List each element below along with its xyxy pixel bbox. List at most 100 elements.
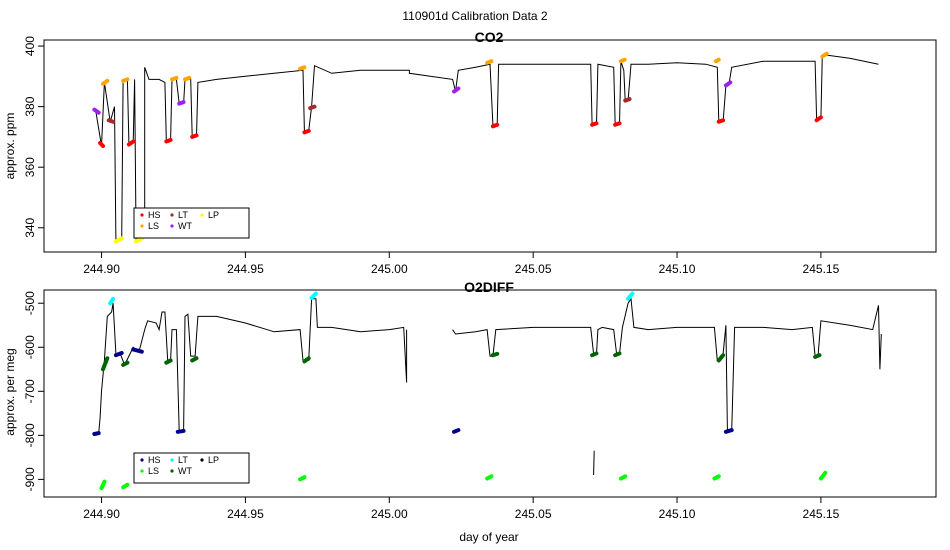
o2diff-legend-label: LP bbox=[208, 455, 219, 465]
co2-cal-lp-mark bbox=[113, 236, 124, 244]
co2-y-tick-label: 360 bbox=[23, 157, 37, 177]
o2diff-cal-hs-mark bbox=[723, 428, 734, 434]
o2diff-cal-hs-mark bbox=[131, 347, 144, 354]
co2-legend-swatch bbox=[200, 213, 204, 217]
co2-y-tick-label: 340 bbox=[23, 217, 37, 237]
co2-cal-lt-mark bbox=[623, 97, 632, 103]
o2diff-cal-ls-mark bbox=[712, 474, 721, 481]
o2diff-cal-hs-mark bbox=[452, 428, 461, 434]
o2diff-legend-swatch bbox=[170, 458, 174, 462]
o2diff-cal-wt-mark bbox=[590, 351, 599, 358]
o2diff-series-line bbox=[593, 450, 595, 476]
co2-cal-hs-mark bbox=[490, 122, 500, 129]
co2-cal-hs-mark bbox=[126, 139, 136, 147]
co2-legend-swatch bbox=[140, 224, 144, 228]
o2diff-panel: O2DIFF approx. per meg -500 -600 -700 -800 -… bbox=[3, 279, 937, 521]
co2-cal-hs-mark bbox=[613, 121, 622, 127]
o2diff-y-tick-label: -800 bbox=[23, 423, 37, 447]
o2diff-cal-ls-mark bbox=[818, 470, 828, 481]
o2diff-series-line bbox=[452, 297, 882, 432]
co2-x-tick-label: 244.90 bbox=[83, 262, 120, 276]
o2diff-cal-ls-mark bbox=[298, 475, 307, 482]
co2-cal-ls-mark bbox=[121, 77, 130, 83]
o2diff-legend-label: LT bbox=[178, 455, 188, 465]
co2-cal-ls-mark bbox=[618, 57, 627, 64]
co2-cal-lt-mark bbox=[308, 104, 317, 111]
o2diff-panel-title: O2DIFF bbox=[464, 279, 514, 295]
o2diff-x-tick-label: 245.10 bbox=[659, 507, 696, 521]
o2diff-y-tick-label: -700 bbox=[23, 379, 37, 403]
co2-x-tick-label: 244.95 bbox=[227, 262, 264, 276]
co2-cal-lt-mark bbox=[106, 118, 116, 124]
o2diff-plot-frame bbox=[43, 289, 937, 498]
o2diff-cal-wt-mark bbox=[121, 360, 130, 367]
co2-legend-label: LT bbox=[178, 210, 188, 220]
co2-plot-frame bbox=[43, 39, 937, 253]
co2-cal-hs-mark bbox=[716, 118, 726, 124]
o2diff-y-tick-label: -900 bbox=[23, 467, 37, 491]
co2-cal-ls-mark bbox=[820, 51, 829, 59]
o2diff-cal-wt-mark bbox=[813, 353, 822, 359]
co2-x-tick-label: 245.15 bbox=[803, 262, 840, 276]
o2diff-cal-wt-mark bbox=[100, 356, 110, 372]
co2-legend-swatch bbox=[170, 224, 174, 228]
co2-legend-label: LP bbox=[208, 210, 219, 220]
co2-panel-title: CO2 bbox=[475, 29, 504, 45]
o2diff-cal-ls-mark bbox=[485, 474, 494, 481]
o2diff-series-line bbox=[94, 298, 408, 434]
o2diff-x-tick-label: 245.00 bbox=[371, 507, 408, 521]
co2-legend-box bbox=[133, 207, 250, 239]
o2diff-cal-wt-mark bbox=[613, 351, 622, 358]
o2diff-cal-hs-mark bbox=[113, 350, 124, 358]
co2-y-tick-label: 400 bbox=[23, 36, 37, 56]
o2diff-cal-wt-mark bbox=[716, 353, 726, 363]
co2-cal-wt-mark bbox=[92, 107, 101, 115]
co2-legend-label: WT bbox=[178, 221, 192, 231]
o2diff-cal-wt-mark bbox=[190, 356, 199, 363]
o2diff-y-axis-label: approx. per meg bbox=[3, 348, 17, 435]
co2-cal-lp-mark bbox=[134, 236, 144, 244]
o2diff-cal-ls-mark bbox=[121, 482, 130, 490]
o2diff-x-tick-label: 245.15 bbox=[803, 507, 840, 521]
o2diff-cal-lt-mark bbox=[309, 291, 318, 300]
o2diff-legend-swatch bbox=[140, 458, 144, 462]
o2diff-legend-label: LS bbox=[148, 466, 159, 476]
o2diff-x-tick-label: 244.95 bbox=[227, 507, 264, 521]
co2-cal-wt-mark bbox=[177, 100, 186, 106]
co2-legend-swatch bbox=[140, 213, 144, 217]
o2diff-legend-box bbox=[133, 452, 250, 484]
co2-y-tick-label: 380 bbox=[23, 96, 37, 116]
o2diff-legend-label: HS bbox=[148, 455, 161, 465]
o2diff-legend-label: WT bbox=[178, 466, 192, 476]
co2-cal-ls-mark bbox=[100, 78, 110, 86]
co2-cal-wt-mark bbox=[723, 80, 733, 88]
co2-cal-ls-mark bbox=[170, 75, 179, 82]
co2-x-tick-label: 245.00 bbox=[371, 262, 408, 276]
o2diff-x-tick-label: 245.05 bbox=[515, 507, 552, 521]
co2-cal-hs-mark bbox=[164, 137, 173, 144]
o2diff-legend-swatch bbox=[140, 469, 144, 473]
co2-cal-hs-mark bbox=[302, 128, 311, 135]
co2-cal-ls-mark bbox=[182, 75, 192, 82]
co2-cal-hs-mark bbox=[590, 121, 599, 127]
o2diff-legend-swatch bbox=[170, 469, 174, 473]
co2-cal-hs-mark bbox=[814, 115, 823, 123]
o2diff-cal-ls-mark bbox=[618, 474, 628, 481]
o2diff-legend-swatch bbox=[200, 458, 204, 462]
o2diff-cal-lt-mark bbox=[108, 296, 116, 306]
co2-cal-hs-mark bbox=[98, 140, 105, 148]
co2-legend-swatch bbox=[170, 213, 174, 217]
co2-cal-ls-mark bbox=[713, 57, 721, 64]
o2diff-cal-hs-mark bbox=[175, 428, 186, 434]
co2-panel: CO2 approx. ppm 340 360 380 400 244.90 244.9… bbox=[3, 29, 937, 276]
o2diff-x-tick-label: 244.90 bbox=[83, 507, 120, 521]
chart-main-title: 110901d Calibration Data 2 bbox=[402, 9, 548, 23]
co2-cal-ls-mark bbox=[485, 59, 494, 65]
o2diff-cal-ls-mark bbox=[99, 479, 107, 491]
o2diff-cal-lt-mark bbox=[626, 291, 635, 301]
x-axis-label: day of year bbox=[459, 530, 518, 544]
co2-cal-ls-mark bbox=[298, 65, 307, 71]
